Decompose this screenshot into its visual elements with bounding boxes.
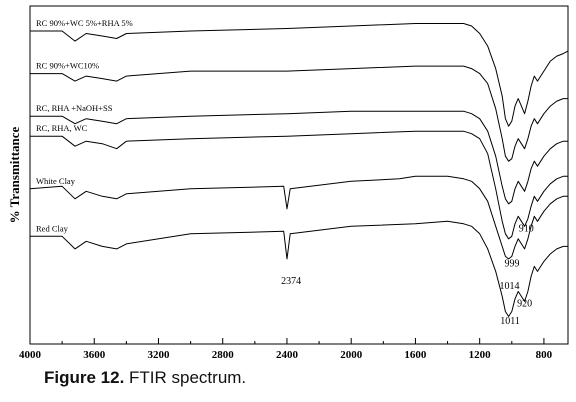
x-tick-label: 4000 — [19, 349, 42, 360]
peak-label: 1011 — [500, 316, 520, 327]
series-label: RC, RHA, WC — [36, 123, 88, 133]
series-label: RC, RHA +NaOH+SS — [36, 103, 113, 113]
series-label: Red Clay — [36, 223, 69, 233]
series-line-1 — [30, 65, 568, 162]
series-line-2 — [30, 110, 568, 205]
plot-border — [29, 5, 569, 345]
peak-label: 910 — [519, 223, 534, 234]
caption-label: Figure 12. — [44, 368, 125, 387]
x-tick-label: 2800 — [212, 349, 235, 360]
series-line-3 — [30, 130, 568, 240]
caption-text: FTIR spectrum. — [124, 368, 247, 387]
series-label: RC 90%+WC10% — [36, 61, 99, 71]
figure-caption: Figure 12. FTIR spectrum. — [44, 368, 246, 388]
peak-label: 999 — [504, 258, 519, 269]
series-label: White Clay — [36, 176, 76, 186]
peak-label: 920 — [517, 298, 532, 309]
x-tick-label: 3600 — [83, 349, 106, 360]
x-tick-label: 2000 — [340, 349, 363, 360]
x-tick-label: 3200 — [147, 349, 170, 360]
series-line-5 — [30, 220, 568, 317]
x-tick-label: 1600 — [404, 349, 427, 360]
ftir-chart: 4000 3600 3200 2800 2400 2000 1600 1200 800 % Tr… — [7, 5, 569, 360]
peak-label: 2374 — [281, 276, 301, 287]
x-tick-label: 1200 — [469, 349, 492, 360]
x-tick-label: 2400 — [276, 349, 299, 360]
series-line-0 — [30, 23, 569, 127]
y-axis-title: % Transmittance — [7, 126, 22, 223]
series-line-4 — [29, 175, 568, 260]
x-tick-label: 800 — [536, 349, 553, 360]
peak-label: 1014 — [500, 281, 520, 292]
series-label: RC 90%+WC 5%+RHA 5% — [36, 18, 133, 28]
